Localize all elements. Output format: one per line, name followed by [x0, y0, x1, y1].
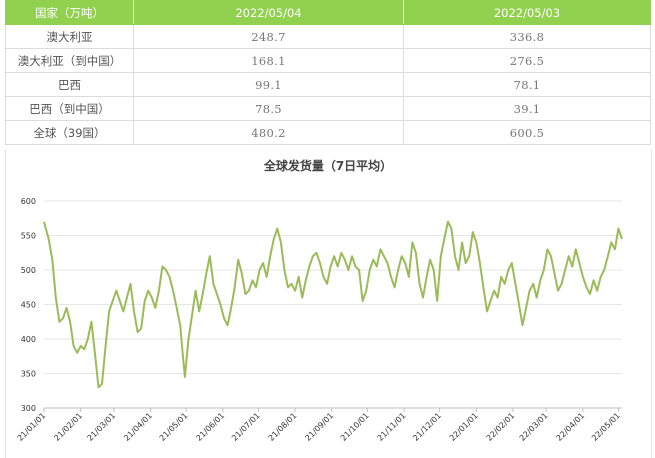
plot-area	[43, 220, 623, 389]
grid-lines	[44, 200, 622, 409]
table-row: 全球（39国） 480.2 600.5	[5, 120, 651, 145]
header-date-2: 2022/05/03	[403, 0, 651, 25]
x-tick-label: 21/01/01	[16, 411, 48, 443]
row-value-1: 78.5	[133, 96, 404, 121]
x-tick-label: 21/02/01	[52, 411, 84, 443]
x-tick-label: 21/12/01	[411, 411, 443, 443]
row-value-2: 276.5	[403, 48, 651, 73]
row-value-2: 600.5	[403, 120, 651, 145]
row-label: 巴西	[5, 72, 134, 97]
row-value-1: 480.2	[133, 120, 404, 145]
chart-container: 全球发货量（7日平均） 300 350 400 450 500 550 600 21/01/…	[5, 149, 652, 458]
y-tick-label: 600	[21, 197, 36, 206]
x-tick-label: 21/07/01	[230, 411, 262, 443]
x-tick-label: 22/04/01	[555, 411, 587, 443]
y-tick-label: 450	[21, 301, 36, 310]
header-country: 国家（万吨）	[5, 0, 134, 25]
x-axis-ticks: 21/01/01 21/02/01 21/03/01 21/04/01 21/05/01…	[16, 408, 622, 443]
x-tick-label: 21/05/01	[158, 411, 190, 443]
shipment-table: 国家（万吨） 2022/05/04 2022/05/03 澳大利亚 248.7 …	[5, 0, 651, 145]
y-tick-label: 500	[21, 266, 36, 275]
table-row: 澳大利亚 248.7 336.8	[5, 24, 651, 49]
x-tick-label: 21/04/01	[122, 411, 154, 443]
y-tick-label: 300	[21, 404, 36, 413]
row-label: 巴西（到中国）	[5, 96, 134, 121]
x-tick-label: 21/11/01	[376, 411, 408, 443]
y-tick-label: 350	[21, 370, 36, 379]
row-value-1: 168.1	[133, 48, 404, 73]
line-chart: 全球发货量（7日平均） 300 350 400 450 500 550 600 21/01/…	[16, 158, 623, 443]
header-date-1: 2022/05/04	[133, 0, 404, 25]
x-tick-label: 21/03/01	[86, 411, 118, 443]
y-axis-ticks: 300 350 400 450 500 550 600	[21, 197, 36, 413]
table-row: 巴西 99.1 78.1	[5, 72, 651, 97]
row-value-2: 39.1	[403, 96, 651, 121]
row-value-2: 336.8	[403, 24, 651, 49]
x-tick-label: 21/08/01	[267, 411, 299, 443]
y-tick-label: 550	[21, 232, 36, 241]
row-value-1: 99.1	[133, 72, 404, 97]
x-tick-label: 22/03/01	[518, 411, 550, 443]
table-row: 巴西（到中国） 78.5 39.1	[5, 96, 651, 121]
x-tick-label: 21/09/01	[303, 411, 335, 443]
chart-title: 全球发货量（7日平均）	[263, 158, 392, 173]
page: 国家（万吨） 2022/05/04 2022/05/03 澳大利亚 248.7 …	[5, 0, 652, 458]
x-tick-label: 21/06/01	[194, 411, 226, 443]
row-label: 澳大利亚	[5, 24, 134, 49]
table-header-row: 国家（万吨） 2022/05/04 2022/05/03	[5, 0, 651, 25]
y-tick-label: 400	[21, 335, 36, 344]
x-tick-label: 21/10/01	[339, 411, 371, 443]
x-tick-label: 22/02/01	[485, 411, 517, 443]
table-row: 澳大利亚（到中国） 168.1 276.5	[5, 48, 651, 73]
row-label: 全球（39国）	[5, 120, 134, 145]
row-label: 澳大利亚（到中国）	[5, 48, 134, 73]
row-value-1: 248.7	[133, 24, 404, 49]
row-value-2: 78.1	[403, 72, 651, 97]
x-tick-label: 22/05/01	[590, 411, 622, 443]
series-line	[43, 220, 623, 389]
x-tick-label: 22/01/01	[448, 411, 480, 443]
